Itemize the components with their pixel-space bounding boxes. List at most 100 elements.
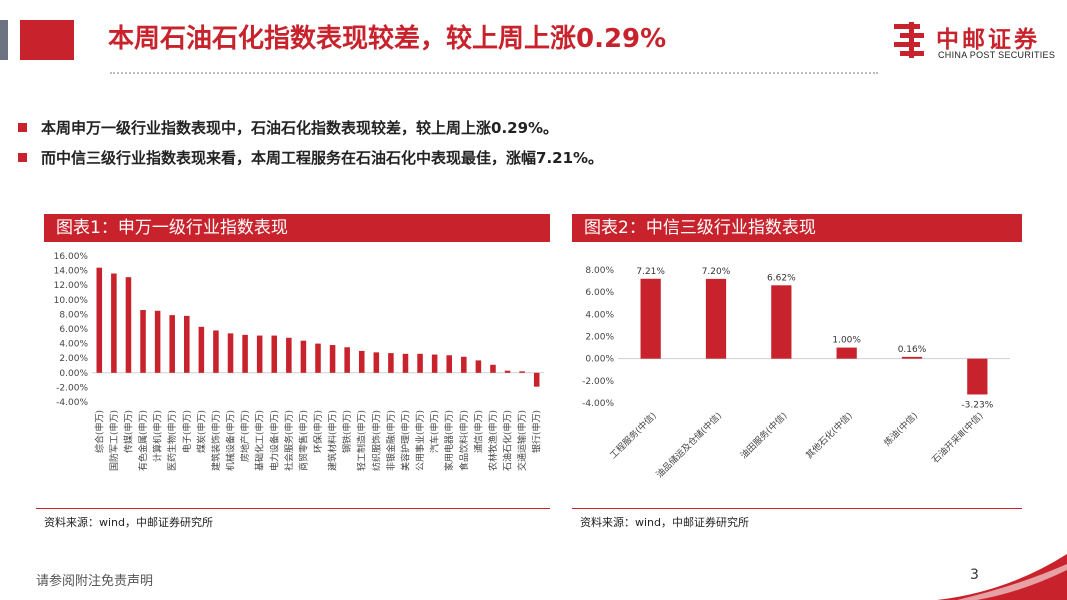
data-label: 0.16%	[898, 345, 927, 355]
x-category-label: 电子(申万)	[181, 410, 193, 453]
bar	[184, 315, 190, 373]
bar	[300, 340, 307, 373]
figure1-title-banner: 图表1：申万一级行业指数表现	[44, 214, 550, 242]
title-divider	[110, 72, 878, 74]
bar	[329, 345, 336, 373]
bar	[705, 278, 727, 359]
x-category-label: 通信(申万)	[472, 410, 484, 453]
figure2-chart: -4.00% -2.00% 0.00% 2.00% 4.00% 6.00% 8.00% 7.2…	[582, 266, 1010, 481]
y-tick-label: 12.00%	[54, 281, 89, 291]
bar	[373, 352, 380, 373]
bar	[271, 335, 278, 373]
corner-decoration	[937, 554, 1067, 600]
bar	[344, 347, 350, 373]
bullet-square-icon	[18, 122, 27, 132]
bar	[967, 358, 988, 395]
data-label: 7.20%	[702, 267, 731, 277]
bullet-text: 本周申万一级行业指数表现中，石油石化指数表现较差，较上周上涨0.29%。	[41, 118, 559, 137]
footer-disclaimer: 请参阅附注免责声明	[36, 574, 154, 589]
y-tick-label: 6.00%	[59, 325, 88, 335]
figure1-source: 资料来源：wind，中邮证券研究所	[44, 516, 214, 529]
x-category-label: 美容护理(申万)	[399, 410, 411, 471]
bar	[533, 372, 540, 387]
x-category-label: 交通运输(申万)	[516, 410, 528, 471]
bar	[640, 278, 661, 359]
x-category-label: 农林牧渔(申万)	[487, 410, 499, 471]
y-tick-label: 8.00%	[585, 266, 614, 276]
x-category-label: 轻工制造(申万)	[356, 410, 368, 471]
bar	[140, 310, 146, 373]
page-title: 本周石油石化指数表现较差，较上周上涨0.29%	[108, 24, 667, 54]
x-category-label: 商贸零售(申万)	[297, 410, 309, 471]
x-category-label: 电力设备(申万)	[268, 410, 280, 471]
bar	[446, 355, 452, 373]
bar	[417, 353, 423, 373]
x-category-label: 煤炭(申万)	[195, 410, 207, 453]
x-category-label: 计算机(申万)	[152, 410, 164, 462]
x-category-label: 社会服务(申万)	[283, 410, 295, 471]
y-tick-label: 10.00%	[54, 296, 89, 306]
bar	[315, 343, 321, 373]
x-category-label: 医药生物(申万)	[166, 410, 178, 471]
page-number: 3	[970, 567, 979, 583]
bar	[286, 337, 292, 373]
y-tick-label: -2.00%	[56, 383, 88, 393]
y-tick-label: -4.00%	[56, 398, 88, 408]
bar	[169, 315, 175, 373]
data-label: 1.00%	[832, 336, 861, 346]
x-category-label: 基础化工(申万)	[254, 410, 266, 471]
x-category-label: 综合(申万)	[93, 410, 105, 453]
x-category-label: 国防军工(申万)	[108, 410, 120, 471]
figure2-source: 资料来源：wind，中邮证券研究所	[580, 516, 750, 529]
x-category-label: 油田服务(中信)	[738, 410, 790, 462]
figure1-chart: -4.00% -2.00% 0.00% 2.00% 4.00% 6.00% 8.00% 10.…	[54, 252, 544, 471]
x-category-label: 公用事业(申万)	[414, 410, 426, 471]
x-category-label: 钢铁(申万)	[341, 410, 353, 453]
bar	[519, 371, 525, 373]
x-category-label: 其他石化(中信)	[803, 410, 855, 462]
x-category-label: 油品储运及仓储(中信)	[653, 410, 724, 481]
bar	[402, 353, 409, 373]
title-accent-gray	[0, 20, 8, 60]
bar	[213, 330, 219, 373]
bullet-item: 而中信三级行业指数表现来看，本周工程服务在石油石化中表现最佳，涨幅7.21%。	[18, 142, 603, 172]
y-tick-label: 8.00%	[59, 310, 88, 320]
bar	[242, 334, 248, 373]
logo-text-en: CHINA POST SECURITIES	[938, 50, 1056, 60]
x-category-label: 石油石化(申万)	[502, 410, 514, 471]
bar	[504, 370, 511, 373]
x-category-label: 传媒(申万)	[122, 410, 134, 453]
y-tick-label: 6.00%	[585, 288, 614, 298]
x-category-label: 家用电器(申万)	[443, 410, 455, 471]
x-category-label: 非银金融(申万)	[385, 410, 397, 471]
x-category-label: 建筑装饰(申万)	[210, 410, 222, 471]
figure2-source-divider	[572, 508, 1022, 509]
x-category-label: 汽车(申万)	[429, 410, 441, 453]
y-tick-label: -2.00%	[582, 377, 614, 387]
figure1-source-divider	[36, 508, 550, 509]
bar	[111, 273, 117, 373]
bar	[475, 360, 482, 373]
bullet-square-icon	[18, 152, 27, 162]
bar	[771, 285, 792, 359]
y-tick-label: 0.00%	[59, 369, 88, 379]
figure2-title-banner: 图表2：中信三级行业指数表现	[572, 214, 1022, 242]
y-tick-label: -4.00%	[582, 399, 614, 409]
data-label: 7.21%	[636, 267, 665, 277]
bar	[836, 347, 857, 359]
x-category-label: 房地产(申万)	[239, 410, 251, 462]
logo-text-cn: 中邮证券	[936, 27, 1040, 53]
x-category-label: 工程服务(中信)	[607, 410, 659, 462]
x-category-label: 机械设备(申万)	[225, 410, 237, 471]
y-tick-label: 16.00%	[54, 252, 89, 262]
bullet-text: 而中信三级行业指数表现来看，本周工程服务在石油石化中表现最佳，涨幅7.21%。	[41, 148, 604, 167]
y-tick-label: 2.00%	[585, 333, 614, 343]
bar	[461, 356, 467, 373]
summary-bullets: 本周申万一级行业指数表现中，石油石化指数表现较差，较上周上涨0.29%。 而中信…	[18, 112, 603, 172]
china-post-logo-icon	[894, 22, 924, 58]
title-accent-red	[20, 20, 74, 60]
bullet-item: 本周申万一级行业指数表现中，石油石化指数表现较差，较上周上涨0.29%。	[18, 112, 603, 142]
x-category-label: 纺织服饰(申万)	[370, 410, 382, 471]
company-logo: 中邮证券 CHINA POST SECURITIES	[892, 20, 1062, 64]
data-label: 6.62%	[767, 273, 796, 283]
